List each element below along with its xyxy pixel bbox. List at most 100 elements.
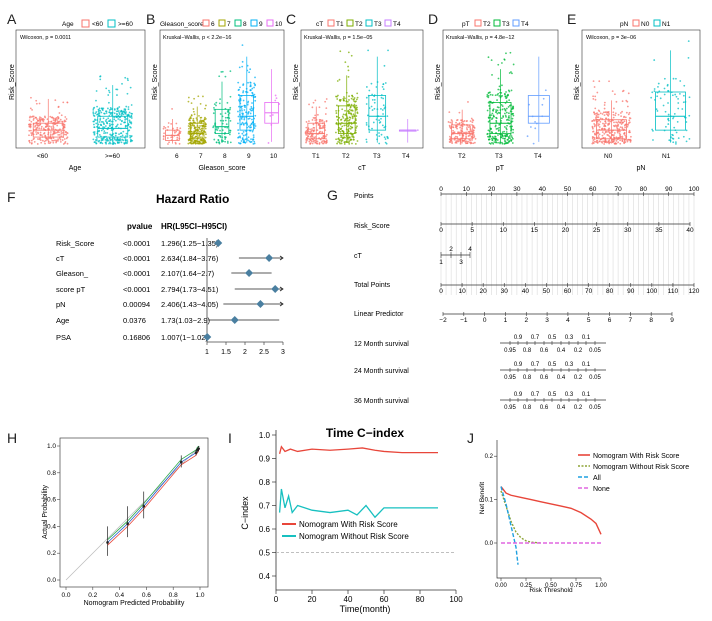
data-point: [118, 111, 121, 114]
data-point: [350, 97, 353, 100]
data-point: [311, 142, 314, 145]
data-point: [505, 133, 508, 136]
data-point: [49, 134, 52, 137]
data-point: [108, 101, 110, 104]
data-point: [672, 137, 675, 140]
data-point: [53, 123, 55, 126]
data-point: [43, 115, 46, 118]
data-point: [241, 65, 244, 68]
calib-point: [142, 505, 146, 508]
data-point: [108, 89, 110, 92]
data-point: [341, 125, 344, 128]
data-point: [187, 125, 190, 127]
data-point: [450, 139, 453, 142]
nomo-tick-label: 1: [439, 259, 443, 266]
data-point: [347, 134, 350, 136]
data-point: [496, 139, 499, 141]
panel-letter-e: E: [567, 11, 576, 27]
cindex-series-line: [278, 488, 438, 519]
data-point: [371, 93, 374, 96]
data-point: [457, 138, 460, 141]
data-point: [349, 112, 352, 115]
cindex-xtick-label: 20: [308, 595, 317, 604]
nomo-tick-label: 0: [483, 317, 487, 324]
data-point: [110, 134, 113, 137]
xlabel-h: Nomogram Predicted Probability: [84, 600, 185, 607]
data-point: [108, 141, 111, 144]
nomo-tick-label: 1: [504, 317, 508, 324]
data-point: [249, 124, 252, 127]
data-point: [130, 135, 133, 137]
data-point: [250, 140, 253, 143]
data-point: [63, 125, 66, 128]
data-point: [511, 112, 514, 115]
forest-title: Hazard Ratio: [156, 192, 229, 206]
data-point: [105, 121, 108, 124]
data-point: [202, 95, 204, 98]
xtick-e-1: N0: [604, 153, 613, 160]
data-point: [187, 142, 190, 145]
data-point: [65, 137, 68, 140]
data-point: [617, 123, 620, 126]
data-point: [615, 121, 618, 124]
data-point: [604, 125, 607, 128]
data-point: [497, 141, 499, 144]
data-point: [473, 141, 476, 144]
data-point: [619, 136, 622, 139]
data-point: [193, 142, 196, 144]
data-point: [621, 136, 624, 139]
nomo-tick-label: 110: [668, 288, 679, 295]
data-point: [492, 109, 494, 112]
data-point: [607, 120, 610, 122]
data-point: [512, 131, 514, 134]
data-point: [63, 123, 66, 126]
data-point: [222, 119, 225, 122]
data-point: [353, 138, 355, 141]
data-point: [624, 116, 627, 119]
data-point: [125, 125, 128, 127]
data-point: [355, 104, 358, 107]
data-point: [28, 141, 31, 144]
data-point: [229, 129, 231, 132]
data-point: [671, 133, 674, 136]
forest-ci-arrow: [279, 286, 284, 292]
dca-series-line: [500, 486, 519, 565]
data-point: [496, 106, 499, 109]
data-point: [237, 132, 240, 135]
data-point: [203, 118, 206, 121]
nomo-tick-label: 20: [480, 288, 488, 295]
boxes-d: [447, 51, 550, 145]
data-point: [507, 136, 510, 138]
data-point: [468, 131, 471, 134]
data-point: [249, 108, 252, 111]
legend-label-d-1: T2: [483, 21, 491, 28]
data-point: [511, 117, 514, 120]
data-point: [64, 142, 66, 144]
data-point: [98, 130, 100, 133]
data-point: [526, 135, 529, 138]
xtick-b-4: 9: [247, 153, 251, 160]
data-point: [544, 89, 547, 92]
nomo-tick-label: 40: [539, 186, 547, 193]
data-point: [510, 135, 513, 137]
nomo-tick-label: 0: [439, 186, 443, 193]
data-point: [653, 90, 656, 93]
data-point: [347, 130, 350, 133]
data-point: [168, 141, 170, 144]
data-point: [347, 124, 350, 127]
legend-label-c-4: T4: [393, 21, 401, 28]
panel-j: J 0.00 0.25 0.50 0.75 1.00 0.0 0.1 0.2 Risk Thr…: [467, 430, 689, 594]
data-point: [28, 129, 31, 132]
data-point: [241, 121, 244, 124]
data-point: [119, 118, 122, 121]
data-point: [626, 123, 629, 126]
data-point: [473, 135, 476, 138]
data-point: [250, 105, 253, 108]
data-point: [312, 123, 315, 126]
data-point: [510, 71, 512, 73]
data-point: [33, 140, 36, 143]
data-point: [253, 123, 256, 125]
data-point: [491, 118, 493, 121]
nomo-label-12m: 12 Month survival: [354, 341, 409, 348]
nomo-tick-label: 25: [593, 227, 601, 234]
